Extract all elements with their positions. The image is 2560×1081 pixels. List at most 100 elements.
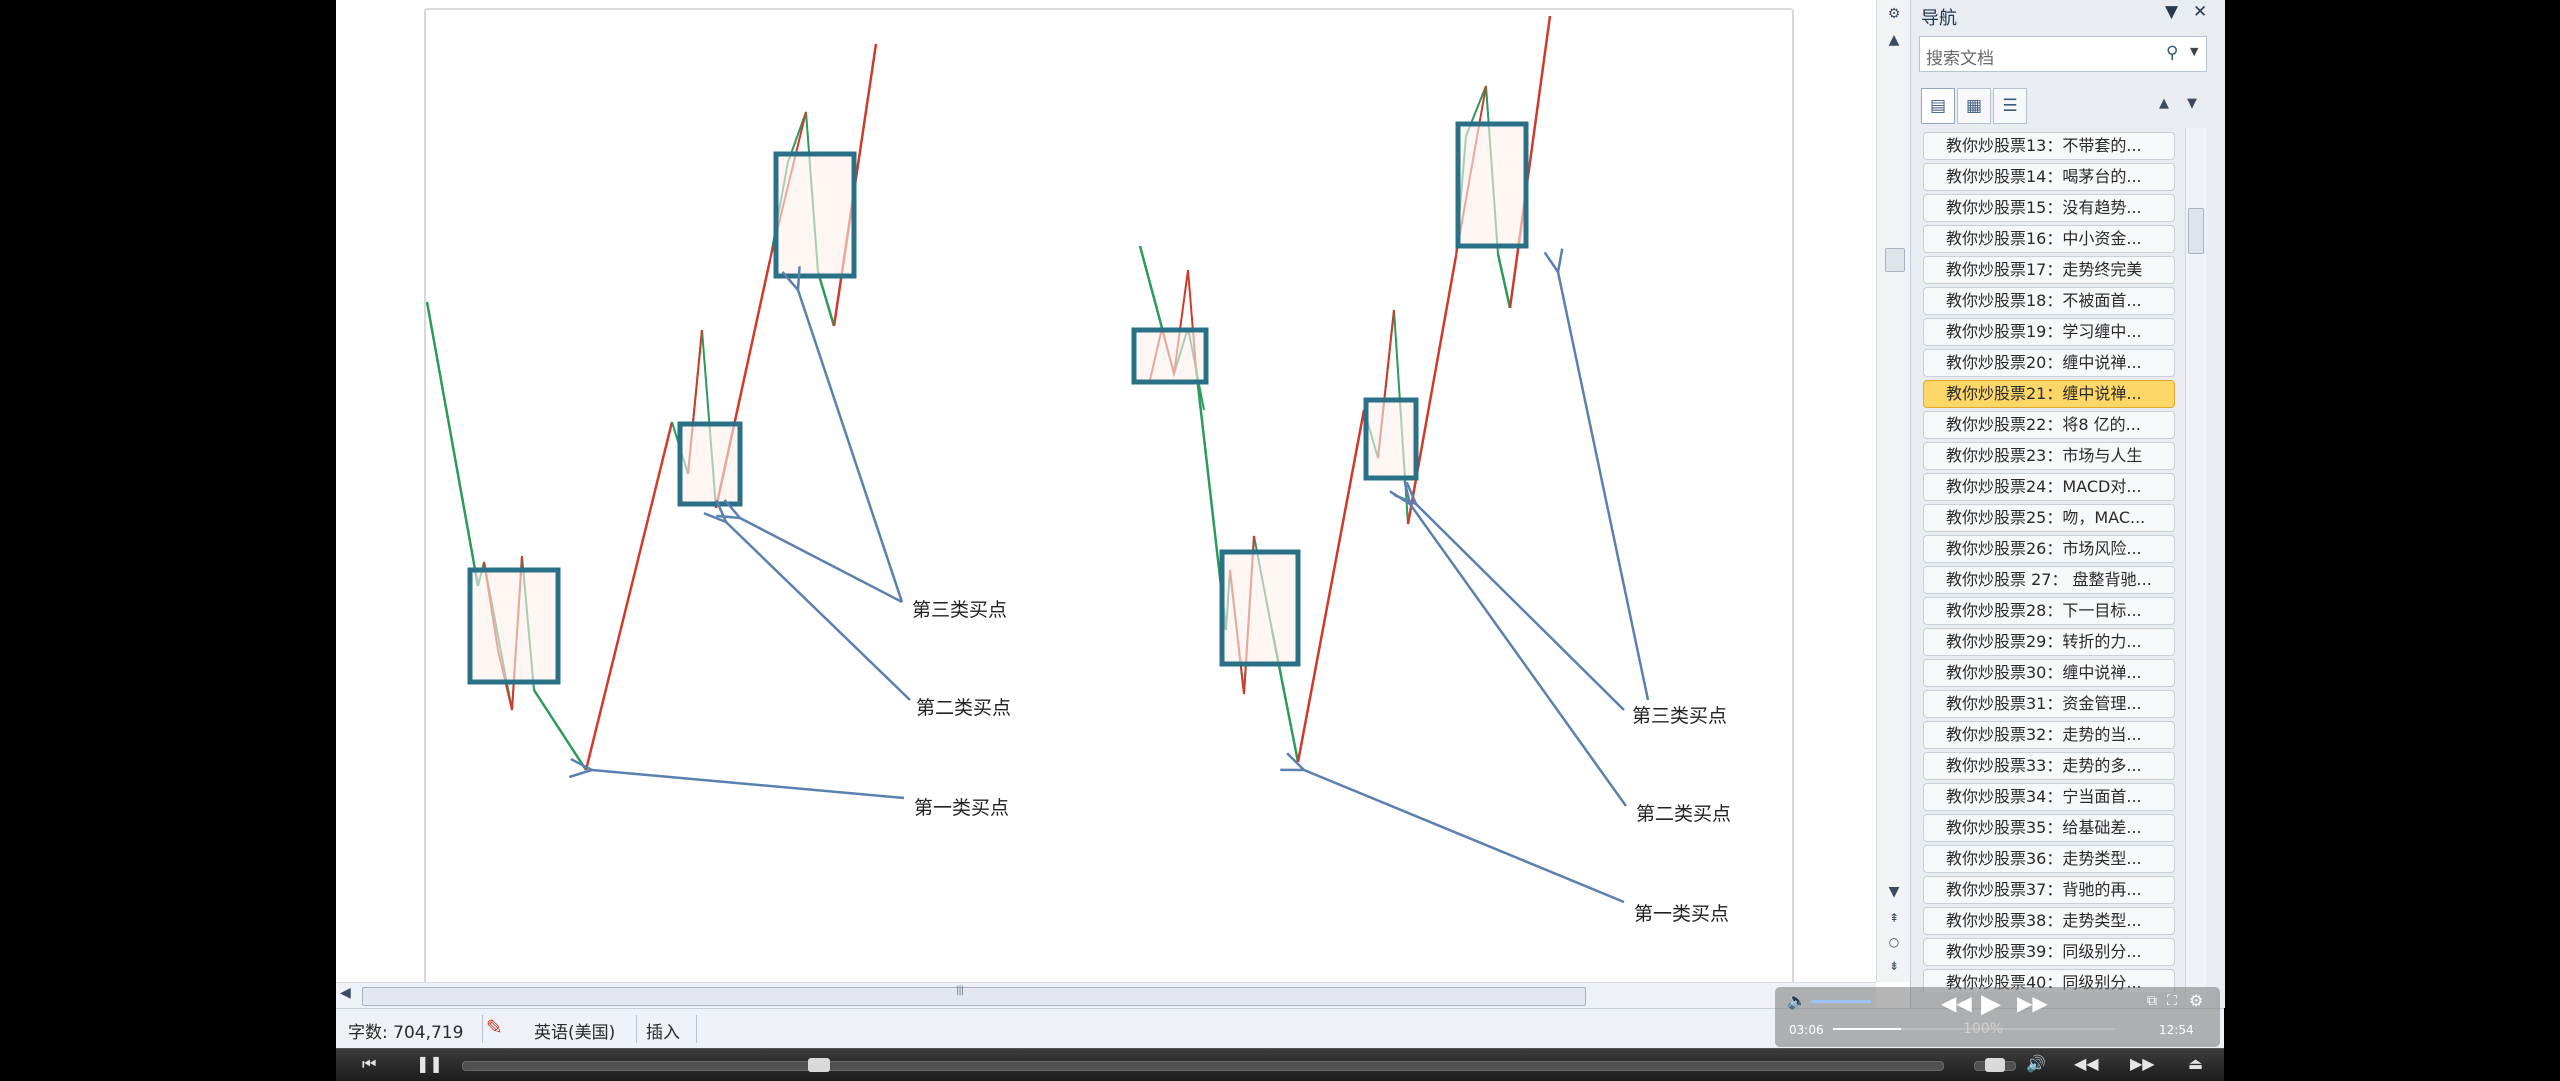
nav-item[interactable]: 教你炒股票28：下一目标...	[1923, 597, 2175, 625]
arrow	[1410, 504, 1628, 807]
nav-item[interactable]: 教你炒股票14：喝茅台的...	[1923, 163, 2175, 191]
down-segment	[816, 271, 836, 327]
chart2-pivot-boxes	[1131, 121, 1529, 667]
nav-item[interactable]: 教你炒股票34：宁当面首...	[1923, 783, 2175, 811]
nav-options-dropdown-icon[interactable]: ▼	[2165, 2, 2179, 22]
down-segment	[1496, 253, 1512, 309]
pivot-box	[467, 567, 561, 685]
nav-item[interactable]: 教你炒股票38：走势类型...	[1923, 907, 2175, 935]
settings-gear-icon[interactable]: ⚙	[2189, 991, 2204, 1010]
volume-knob[interactable]	[1985, 1058, 2005, 1072]
nav-item[interactable]: 教你炒股票25：吻，MAC...	[1923, 504, 2175, 532]
nav-scrollbar[interactable]	[2185, 128, 2206, 998]
headings-icon: ▤	[1929, 96, 1947, 116]
seek-bar[interactable]	[462, 1058, 1944, 1072]
nav-item[interactable]: 教你炒股票22：将8 亿的...	[1923, 411, 2175, 439]
scroll-down-icon[interactable]: ▼	[1888, 884, 1900, 900]
mini-window-icon[interactable]: ⧉	[2147, 993, 2157, 1009]
vertical-scroll-thumb[interactable]	[1885, 248, 1905, 272]
rewind-icon[interactable]: ◀◀	[1941, 991, 1972, 1015]
tab-results[interactable]: ☰	[1993, 88, 2027, 124]
volume-slider[interactable]	[1811, 1000, 1871, 1003]
eject-icon[interactable]: ⏏	[2188, 1054, 2204, 1073]
word-count[interactable]: 字数: 704,719	[348, 1023, 464, 1043]
video-player-controlbar: ⏮ ❚❚ 🔊 ◀◀ ▶▶ ⏏	[336, 1048, 2224, 1081]
nav-item[interactable]: 教你炒股票36：走势类型...	[1923, 845, 2175, 873]
insert-mode-indicator[interactable]: 插入	[646, 1023, 680, 1043]
tab-headings[interactable]: ▤	[1921, 88, 1955, 124]
zoom-level: 100%	[1963, 1021, 2004, 1037]
nav-item[interactable]: 教你炒股票17：走势终完美	[1923, 256, 2175, 284]
nav-item[interactable]: 教你炒股票30：缠中说禅...	[1923, 659, 2175, 687]
nav-item[interactable]: 教你炒股票29：转折的力...	[1923, 628, 2175, 656]
fullscreen-icon[interactable]: ⛶	[2167, 993, 2177, 1009]
nav-item[interactable]: 教你炒股票18：不被面首...	[1923, 287, 2175, 315]
pause-icon[interactable]: ❚❚	[416, 1054, 443, 1073]
vertical-scrollbar[interactable]: ⚙ ▲ ▼ ⇞ ○ ⇟	[1876, 0, 1911, 982]
nav-item[interactable]: 教你炒股票19：学习缠中...	[1923, 318, 2175, 346]
next-heading-icon[interactable]: ▼	[2187, 96, 2197, 111]
horizontal-scrollbar[interactable]: ◀ |||	[336, 982, 1876, 1009]
buy-points-diagram: 第三类买点 第二类买点 第一类买点	[426, 15, 1731, 925]
scroll-left-icon[interactable]: ◀	[340, 985, 351, 1001]
nav-item[interactable]: 教你炒股票16：中小资金...	[1923, 225, 2175, 253]
language-indicator[interactable]: 英语(美国)	[534, 1023, 616, 1043]
pivot-box	[773, 151, 857, 279]
down-segment	[426, 301, 480, 587]
fast-forward-icon[interactable]: ▶▶	[2017, 991, 2048, 1015]
document-area: 第三类买点 第二类买点 第一类买点	[336, 0, 1876, 984]
word-app-window: 第三类买点 第二类买点 第一类买点	[336, 0, 2225, 1080]
navigation-pane: 导航 ▼ ✕ 搜索文档 ⚲ ▼ ▤ ▦ ☰ ▲ ▼ 教你炒股票13：不带套的..…	[1910, 0, 2225, 1008]
previous-heading-icon[interactable]: ▲	[2159, 96, 2169, 111]
nav-item[interactable]: 教你炒股票23：市场与人生	[1923, 442, 2175, 470]
document-page: 第三类买点 第二类买点 第一类买点	[424, 8, 1794, 984]
nav-item[interactable]: 教你炒股票32：走势的当...	[1923, 721, 2175, 749]
fast-forward-icon[interactable]: ▶▶	[2130, 1054, 2155, 1073]
next-page-icon[interactable]: ⇟	[1888, 959, 1900, 973]
volume-icon[interactable]: 🔈	[1787, 991, 1807, 1010]
overlay-progress-fill	[1833, 1028, 1901, 1030]
office-icon: ⚙	[1887, 6, 1901, 22]
divider	[696, 1015, 697, 1043]
down-segment	[1138, 245, 1164, 329]
nav-item[interactable]: 教你炒股票21：缠中说禅...	[1923, 380, 2175, 408]
nav-item[interactable]: 教你炒股票31：资金管理...	[1923, 690, 2175, 718]
rewind-icon[interactable]: ◀◀	[2074, 1054, 2099, 1073]
proofing-icon[interactable]: ✎	[486, 1015, 503, 1039]
horizontal-scroll-thumb[interactable]	[362, 987, 1586, 1006]
browse-object-icon[interactable]: ○	[1888, 935, 1900, 949]
nav-item[interactable]: 教你炒股票40：同级别分...	[1923, 969, 2175, 992]
volume-bar[interactable]	[1974, 1058, 2016, 1072]
nav-item[interactable]: 教你炒股票35：给基础差...	[1923, 814, 2175, 842]
pivot-box	[1131, 327, 1209, 385]
play-icon[interactable]: ▶	[1981, 989, 2001, 1019]
nav-search-box[interactable]: 搜索文档 ⚲ ▼	[1919, 36, 2207, 72]
previous-icon[interactable]: ⏮	[362, 1054, 377, 1073]
speaker-icon[interactable]: 🔊	[2026, 1054, 2046, 1073]
nav-scroll-thumb[interactable]	[2188, 208, 2204, 254]
nav-item[interactable]: 教你炒股票26：市场风险...	[1923, 535, 2175, 563]
nav-item[interactable]: 教你炒股票13：不带套的...	[1923, 132, 2175, 160]
previous-page-icon[interactable]: ⇞	[1888, 911, 1900, 925]
nav-item[interactable]: 教你炒股票15：没有趋势...	[1923, 194, 2175, 222]
overlay-progress-bar[interactable]	[1833, 1028, 2115, 1030]
nav-item[interactable]: 教你炒股票24：MACD对...	[1923, 473, 2175, 501]
search-dropdown-icon[interactable]: ▼	[2190, 45, 2199, 58]
label-third-buy-point: 第三类买点	[1632, 705, 1727, 727]
nav-item[interactable]: 教你炒股票39：同级别分...	[1923, 938, 2175, 966]
tab-pages[interactable]: ▦	[1957, 88, 1991, 124]
arrow	[1558, 272, 1650, 701]
scroll-up-icon[interactable]: ▲	[1888, 32, 1900, 48]
search-icon[interactable]: ⚲	[2166, 43, 2179, 63]
nav-item[interactable]: 教你炒股票 27： 盘整背驰...	[1923, 566, 2175, 594]
seek-knob[interactable]	[808, 1058, 830, 1072]
chart2-arrows	[1304, 272, 1650, 904]
down-segment	[532, 689, 588, 771]
elapsed-time: 03:06	[1789, 1023, 1824, 1037]
nav-item[interactable]: 教你炒股票20：缠中说禅...	[1923, 349, 2175, 377]
pivot-box	[677, 421, 743, 507]
chart2-labels: 第三类买点 第二类买点 第一类买点	[1632, 705, 1731, 925]
close-icon[interactable]: ✕	[2193, 2, 2208, 22]
nav-item[interactable]: 教你炒股票33：走势的多...	[1923, 752, 2175, 780]
nav-item[interactable]: 教你炒股票37：背驰的再...	[1923, 876, 2175, 904]
